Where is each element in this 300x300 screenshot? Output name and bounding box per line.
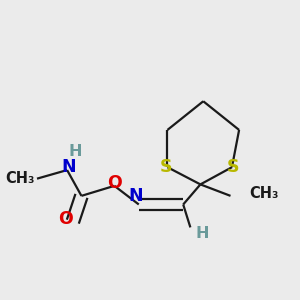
Text: CH₃: CH₃ <box>249 185 278 200</box>
Text: N: N <box>129 188 143 206</box>
Text: S: S <box>160 158 172 176</box>
Text: O: O <box>107 174 122 192</box>
Text: H: H <box>195 226 208 241</box>
Text: N: N <box>61 158 76 176</box>
Text: O: O <box>58 210 73 228</box>
Text: S: S <box>227 158 240 176</box>
Text: H: H <box>69 144 82 159</box>
Text: CH₃: CH₃ <box>5 171 34 186</box>
